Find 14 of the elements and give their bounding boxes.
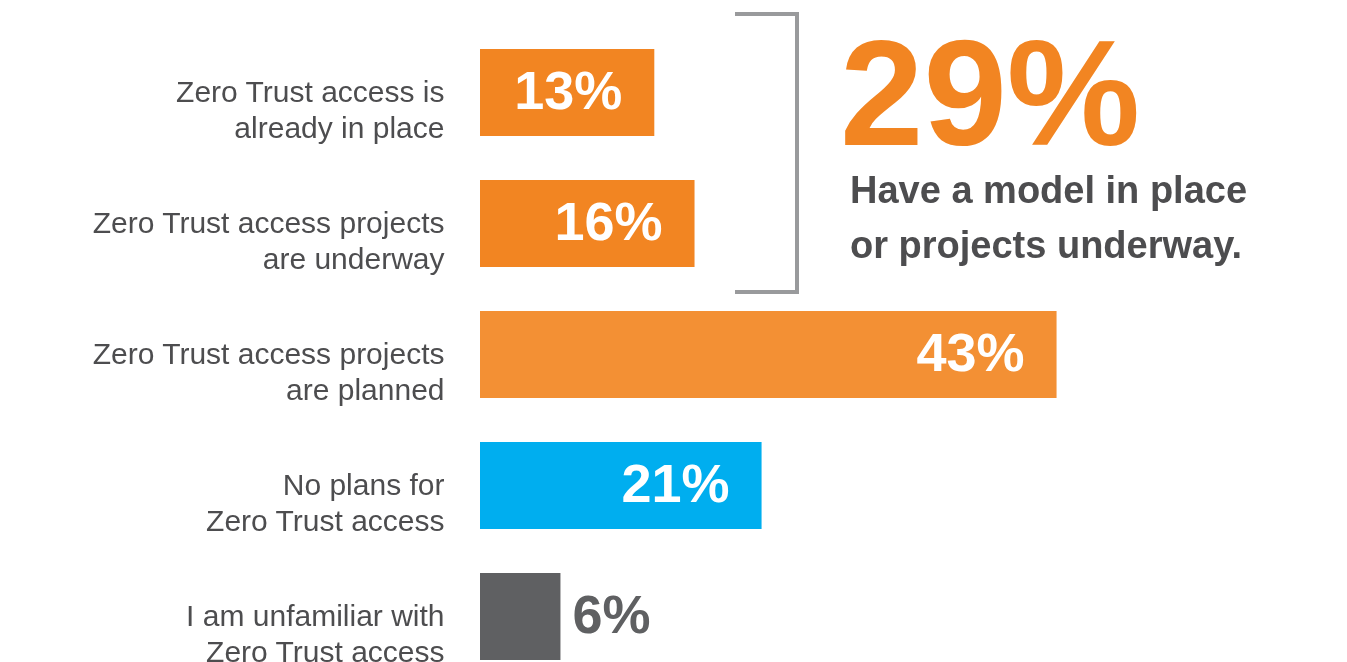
y-tick-label: Zero Trust access projects are planned bbox=[92, 336, 445, 406]
y-tick-label: I am unfamiliar with Zero Trust access bbox=[186, 598, 445, 662]
annotation: Have a model in place or projects underway. bbox=[850, 169, 1248, 266]
bar bbox=[480, 573, 561, 660]
data-label: 16% bbox=[554, 190, 663, 251]
y-tick-label: Zero Trust access projects are underway bbox=[92, 205, 445, 275]
data-label: 6% bbox=[572, 583, 651, 644]
data-label: 21% bbox=[621, 452, 730, 513]
data-label: 43% bbox=[916, 321, 1025, 382]
y-tick-label: Zero Trust access is already in place bbox=[176, 74, 445, 144]
bar bbox=[480, 442, 762, 529]
data-label: 13% bbox=[514, 59, 623, 120]
bar bbox=[480, 311, 1057, 398]
y-tick-label: No plans for Zero Trust access bbox=[206, 467, 445, 537]
